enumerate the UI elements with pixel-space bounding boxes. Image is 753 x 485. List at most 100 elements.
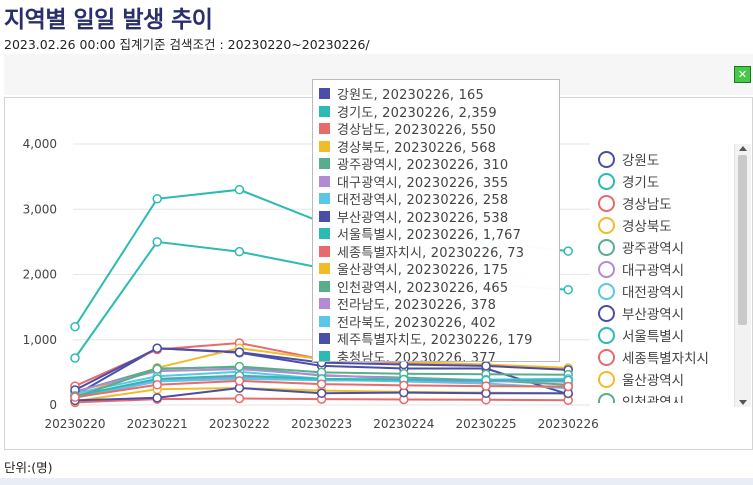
legend-item[interactable]: 대전광역시 — [596, 280, 734, 302]
tooltip-swatch — [319, 280, 330, 292]
tooltip-text: 경기도, 20230226, 2,359 — [337, 105, 497, 121]
data-point — [234, 246, 245, 257]
y-tick-label: 4,000 — [23, 137, 57, 151]
tooltip-row: 경상북도, 20230226, 568 — [319, 138, 559, 156]
tooltip-swatch — [319, 175, 330, 187]
legend-label: 서울특별시 — [622, 329, 685, 345]
tooltip-swatch — [319, 123, 330, 135]
legend-item[interactable]: 경상북도 — [596, 214, 734, 236]
legend-item[interactable]: 서울특별시 — [596, 324, 734, 346]
legend-marker-icon — [598, 216, 615, 234]
tooltip-row: 인천광역시, 20230226, 465 — [319, 278, 559, 296]
legend-label: 경상북도 — [622, 219, 672, 235]
data-point — [70, 321, 80, 332]
tooltip-text: 광주광역시, 20230226, 310 — [337, 158, 509, 174]
data-point — [234, 347, 245, 357]
tooltip-text: 세종특별자치시, 20230226, 73 — [337, 245, 525, 261]
x-tick-label: 20230223 — [291, 417, 352, 431]
data-point — [152, 343, 162, 353]
tooltip-text: 대구광역시, 20230226, 355 — [337, 175, 509, 191]
page-title: 지역별 일일 발생 추이 — [4, 7, 213, 33]
scroll-up-arrow-icon[interactable] — [739, 146, 747, 151]
legend-item[interactable]: 경상남도 — [596, 192, 734, 214]
data-point — [152, 393, 162, 403]
data-point — [152, 380, 162, 390]
y-tick-label: 3,000 — [23, 202, 57, 216]
tooltip-swatch — [319, 158, 330, 170]
scroll-thumb[interactable] — [738, 155, 747, 325]
data-point — [563, 381, 573, 392]
legend-marker-icon — [598, 260, 615, 278]
tooltip-row: 경상남도, 20230226, 550 — [319, 120, 559, 138]
legend-item[interactable]: 세종특별자치시 — [596, 346, 734, 368]
legend-label: 광주광역시 — [622, 241, 685, 257]
unit-label: 단위:(명) — [4, 460, 53, 475]
x-tick-label: 20230222 — [209, 417, 270, 431]
tooltip-text: 강원도, 20230226, 165 — [337, 88, 484, 104]
legend-item[interactable]: 경기도 — [596, 170, 734, 192]
tooltip-swatch — [319, 140, 330, 152]
legend-label: 경상남도 — [622, 197, 672, 213]
data-point — [481, 361, 491, 371]
legend-marker-icon — [598, 150, 615, 168]
tooltip-row: 제주특별자치도, 20230226, 179 — [319, 330, 559, 348]
tooltip-swatch — [319, 333, 330, 345]
legend-label: 울산광역시 — [622, 373, 685, 389]
chart-tooltip: 강원도, 20230226, 165 경기도, 20230226, 2,359 경상… — [312, 79, 560, 362]
legend-marker-icon — [598, 392, 615, 403]
tooltip-row: 광주광역시, 20230226, 310 — [319, 155, 559, 173]
data-point — [234, 361, 245, 372]
x-tick-label: 20230220 — [44, 417, 105, 431]
legend-marker-icon — [598, 304, 615, 322]
legend-item[interactable]: 부산광역시 — [596, 302, 734, 324]
data-point — [234, 393, 245, 404]
excel-export-icon: ✕ — [737, 68, 748, 81]
legend-item[interactable]: 강원도 — [596, 148, 734, 170]
tooltip-swatch — [319, 245, 330, 257]
legend-label: 세종특별자치시 — [622, 351, 709, 367]
tooltip-text: 제주특별자치도, 20230226, 179 — [337, 333, 533, 349]
legend-item[interactable]: 대구광역시 — [596, 258, 734, 280]
legend-label: 경기도 — [622, 175, 660, 191]
legend-marker-icon — [598, 370, 615, 388]
tooltip-text: 서울특별시, 20230226, 1,767 — [337, 228, 522, 244]
legend-scrollbar[interactable] — [734, 144, 751, 407]
scroll-down-arrow-icon[interactable] — [739, 400, 747, 405]
tooltip-row: 경기도, 20230226, 2,359 — [319, 103, 559, 121]
tooltip-swatch — [319, 350, 330, 361]
legend-item[interactable]: 광주광역시 — [596, 236, 734, 258]
tooltip-swatch — [319, 298, 330, 310]
tooltip-text: 부산광역시, 20230226, 538 — [337, 210, 509, 226]
bottom-bar — [0, 478, 753, 485]
excel-export-button[interactable]: ✕ — [734, 66, 751, 83]
tooltip-row: 대전광역시, 20230226, 258 — [319, 190, 559, 208]
tooltip-row: 세종특별자치시, 20230226, 73 — [319, 243, 559, 261]
x-tick-label: 20230221 — [127, 417, 188, 431]
legend-label: 대전광역시 — [622, 285, 685, 301]
tooltip-swatch — [319, 315, 330, 327]
legend-marker-icon — [598, 348, 615, 366]
legend-marker-icon — [598, 282, 615, 300]
tooltip-row: 강원도, 20230226, 165 — [319, 85, 559, 103]
tooltip-text: 전라북도, 20230226, 402 — [337, 315, 497, 331]
data-point — [70, 392, 80, 402]
data-point — [152, 364, 162, 374]
data-point — [316, 379, 327, 389]
tooltip-row: 충청남도, 20230226, 377 — [319, 348, 559, 361]
y-tick-label: 2,000 — [23, 268, 57, 282]
tooltip-swatch — [319, 193, 330, 205]
legend-item[interactable]: 울산광역시 — [596, 368, 734, 390]
tooltip-text: 대전광역시, 20230226, 258 — [337, 193, 509, 209]
data-point — [234, 184, 245, 195]
tooltip-text: 울산광역시, 20230226, 175 — [337, 263, 509, 279]
y-tick-label: 1,000 — [23, 333, 57, 347]
tooltip-text: 전라남도, 20230226, 378 — [337, 298, 497, 314]
x-tick-label: 20230224 — [373, 417, 434, 431]
legend-marker-icon — [598, 172, 615, 190]
data-point — [481, 381, 491, 391]
data-point — [152, 237, 162, 247]
data-point — [234, 376, 245, 386]
legend-item[interactable]: 인천광역시 — [596, 390, 734, 403]
tooltip-swatch — [319, 228, 330, 240]
